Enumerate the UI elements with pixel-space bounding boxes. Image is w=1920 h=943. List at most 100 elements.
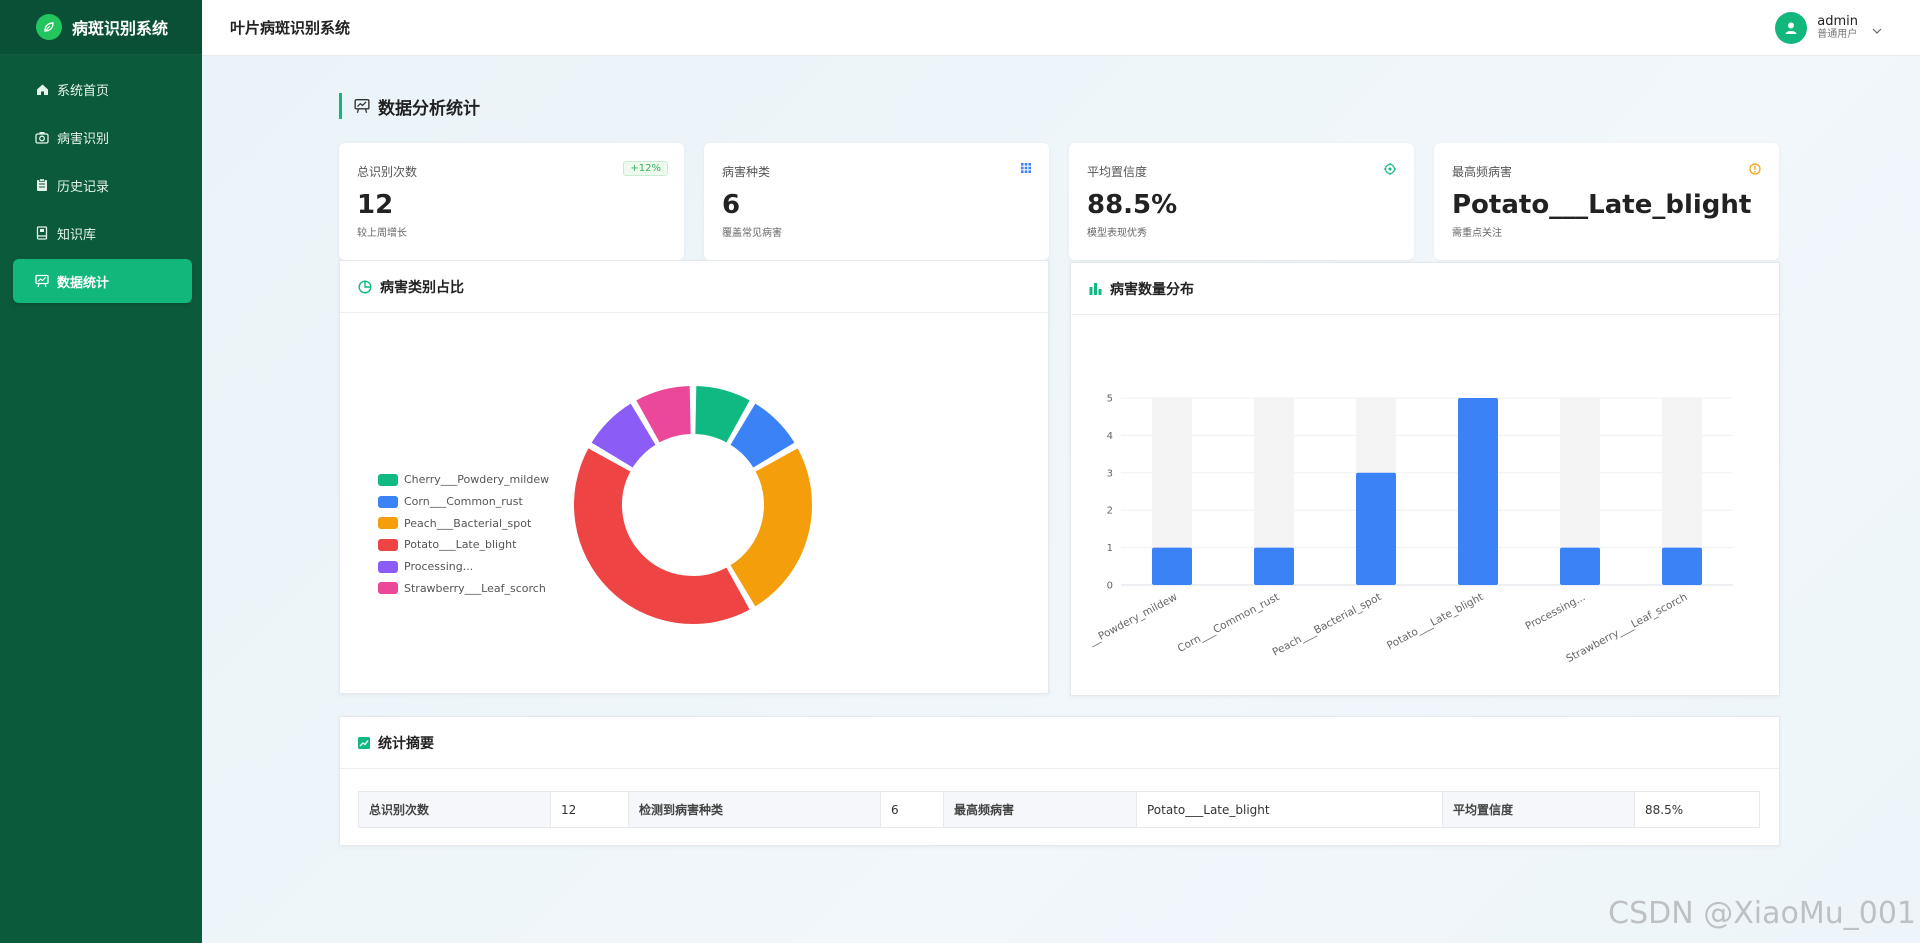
- stat-card-top-disease: 最高频病害 Potato___Late_blight 需重点关注: [1434, 143, 1779, 260]
- legend-label: Cherry___Powdery_mildew: [404, 473, 550, 487]
- sidebar-item-recognition[interactable]: 病害识别: [13, 115, 192, 159]
- y-tick-label: 2: [1107, 506, 1113, 517]
- y-tick-label: 1: [1107, 543, 1113, 554]
- stat-value: 6: [722, 190, 741, 220]
- stat-sub: 较上周增长: [357, 228, 407, 239]
- donut-chart: [572, 384, 814, 626]
- legend-swatch: [378, 582, 398, 595]
- leaf-logo-icon: [36, 14, 62, 40]
- legend-item[interactable]: Cherry___Powdery_mildew: [378, 469, 549, 491]
- bar[interactable]: [1560, 547, 1600, 585]
- sidebar-item-home[interactable]: 系统首页: [13, 67, 192, 111]
- main-content: 数据分析统计 总识别次数 +12% 12 较上周增长 病害种类 6 覆盖常见病害…: [202, 56, 1920, 943]
- legend-item[interactable]: Corn___Common_rust: [378, 491, 549, 513]
- bar-chart-icon: [1089, 282, 1102, 295]
- bar[interactable]: [1152, 547, 1192, 585]
- legend-swatch: [378, 517, 398, 530]
- sidebar-menu: 系统首页 病害识别 历史记录 知识库 数据统计: [0, 67, 202, 303]
- grid-icon: [1021, 163, 1031, 173]
- pie-slice[interactable]: [728, 401, 797, 470]
- sidebar-item-label: 历史记录: [57, 179, 110, 195]
- y-tick-label: 4: [1107, 431, 1113, 442]
- stat-label: 最高频病害: [1452, 165, 1513, 179]
- stat-sub: 需重点关注: [1452, 228, 1502, 239]
- page-title-text: 数据分析统计: [378, 98, 480, 119]
- x-tick-label: Processing...: [1523, 591, 1587, 633]
- bar[interactable]: [1662, 547, 1702, 585]
- top-header: 叶片病斑识别系统 admin 普通用户: [202, 0, 1920, 56]
- legend-label: Corn___Common_rust: [404, 495, 523, 509]
- legend-item[interactable]: Potato___Late_blight: [378, 534, 549, 556]
- table-key: 总识别次数: [358, 791, 551, 828]
- stat-sub: 覆盖常见病害: [722, 228, 782, 239]
- legend-label: Peach___Bacterial_spot: [404, 516, 532, 530]
- user-info: admin 普通用户: [1817, 15, 1858, 41]
- table-key: 最高频病害: [943, 791, 1137, 828]
- summary-panel: 统计摘要 总识别次数 12 检测到病害种类 6 最高频病害 Potato___L…: [339, 716, 1780, 846]
- table-value: 12: [550, 791, 629, 828]
- pie-slice[interactable]: [572, 446, 752, 626]
- stat-card-confidence: 平均置信度 88.5% 模型表现优秀: [1069, 143, 1414, 260]
- sidebar-item-label: 知识库: [57, 227, 97, 243]
- bar[interactable]: [1458, 398, 1498, 585]
- legend-swatch: [378, 473, 398, 486]
- table-key: 平均置信度: [1442, 791, 1635, 828]
- bar[interactable]: [1254, 547, 1294, 585]
- legend-label: Strawberry___Leaf_scorch: [404, 581, 546, 595]
- avatar[interactable]: [1775, 12, 1808, 44]
- pie-slice[interactable]: [693, 384, 752, 445]
- growth-badge: +12%: [623, 161, 668, 176]
- sidebar-item-statistics[interactable]: 数据统计: [13, 259, 192, 303]
- user-menu[interactable]: admin 普通用户: [1775, 12, 1882, 44]
- header-title: 叶片病斑识别系统: [230, 19, 351, 37]
- x-tick-label: Corn___Common_rust: [1176, 591, 1282, 655]
- panel-title: 病害数量分布: [1110, 281, 1194, 298]
- x-tick-label: Potato___Late_blight: [1385, 591, 1485, 652]
- stat-value: 12: [357, 190, 394, 220]
- panel-title: 统计摘要: [378, 735, 434, 752]
- legend-item[interactable]: Processing...: [378, 556, 549, 578]
- stat-sub: 模型表现优秀: [1087, 228, 1147, 239]
- user-name: admin: [1817, 14, 1858, 29]
- book-icon: [35, 226, 49, 240]
- legend-item[interactable]: Peach___Bacterial_spot: [378, 512, 549, 534]
- stat-value: Potato___Late_blight: [1452, 190, 1752, 220]
- sidebar-item-knowledge[interactable]: 知识库: [13, 211, 192, 255]
- legend-label: Processing...: [404, 560, 474, 574]
- chart-board-icon: [35, 274, 49, 288]
- legend-swatch: [378, 560, 398, 573]
- stat-value: 88.5%: [1087, 190, 1178, 220]
- table-value: 88.5%: [1634, 791, 1760, 828]
- panel-header: 统计摘要: [340, 717, 1779, 769]
- y-tick-label: 0: [1107, 581, 1113, 592]
- warning-icon: [1749, 163, 1761, 175]
- sidebar-item-history[interactable]: 历史记录: [13, 163, 192, 207]
- stat-card-types: 病害种类 6 覆盖常见病害: [704, 143, 1049, 260]
- page-title: 数据分析统计: [339, 93, 480, 119]
- trend-chart-icon: [358, 736, 370, 749]
- legend-label: Potato___Late_blight: [404, 538, 517, 552]
- pie-slice[interactable]: [634, 384, 693, 445]
- table-value: 6: [880, 791, 944, 828]
- chevron-down-icon[interactable]: [1872, 19, 1882, 38]
- home-icon: [35, 82, 49, 96]
- target-icon: [1384, 163, 1396, 175]
- logo-row: 病斑识别系统: [0, 0, 202, 55]
- watermark: CSDN @XiaoMu_001: [1608, 896, 1916, 931]
- table-value: Potato___Late_blight: [1136, 791, 1443, 828]
- pie-slice[interactable]: [728, 446, 814, 609]
- stat-label: 平均置信度: [1087, 165, 1148, 179]
- bar[interactable]: [1356, 472, 1396, 585]
- clipboard-icon: [35, 178, 49, 192]
- legend-item[interactable]: Strawberry___Leaf_scorch: [378, 577, 549, 599]
- sidebar-item-label: 系统首页: [57, 83, 110, 99]
- app-title: 病斑识别系统: [72, 19, 169, 38]
- bar-chart: 0 1 2 3 4 5 __Powdery_mildewCorn___Common_rust…: [1086, 394, 1733, 665]
- pie-chart-panel: 病害类别占比 Cherry___Powdery_mildew Corn___Co…: [339, 260, 1049, 694]
- pie-chart-icon: [358, 279, 372, 294]
- pie-slice[interactable]: [589, 401, 658, 470]
- chart-board-icon: [354, 98, 370, 114]
- legend-swatch: [378, 538, 398, 551]
- summary-table: 总识别次数 12 检测到病害种类 6 最高频病害 Potato___Late_b…: [358, 791, 1760, 828]
- user-role: 普通用户: [1817, 29, 1858, 40]
